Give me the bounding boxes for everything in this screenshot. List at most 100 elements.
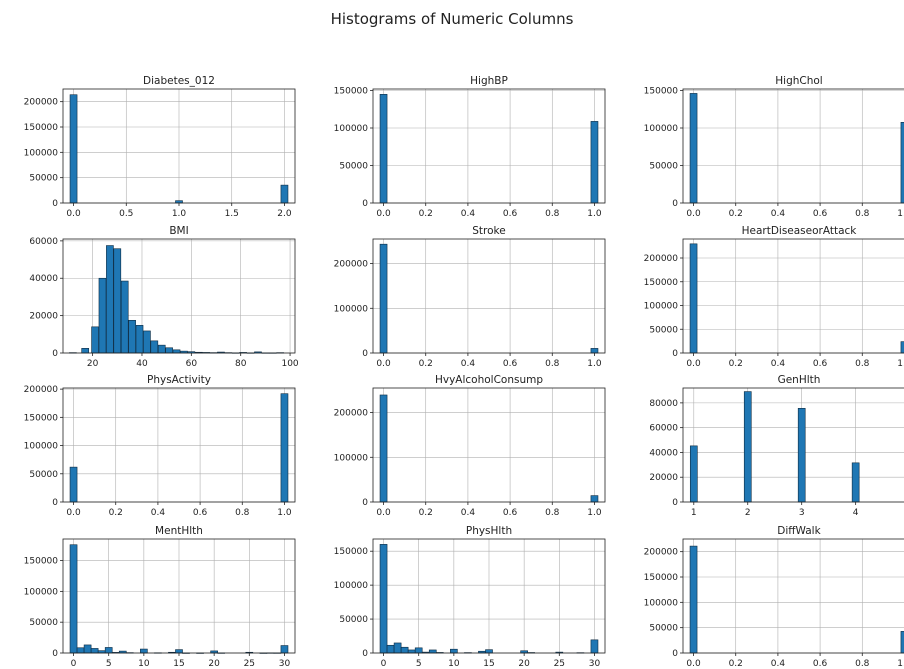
x-tick-label: 5 — [106, 659, 112, 669]
histogram-bar — [143, 330, 151, 354]
x-tick-label: 0.4 — [771, 659, 786, 669]
histogram-bar — [743, 391, 752, 503]
x-tick-label: 1.0 — [587, 209, 602, 219]
histogram-bar — [280, 645, 289, 654]
axes-frame — [682, 387, 904, 503]
histogram-bar — [379, 94, 388, 204]
y-tick-label: 50000 — [649, 162, 678, 172]
subplot-title: MentHlth — [155, 525, 203, 537]
x-tick-label: 0 — [381, 659, 387, 669]
x-tick-label: 0.6 — [813, 359, 828, 369]
x-tick-label: 2.0 — [277, 209, 292, 219]
x-tick-label: 10 — [448, 659, 460, 669]
histogram-bar — [104, 647, 113, 654]
y-tick-label: 200000 — [334, 260, 369, 270]
histogram-bar — [900, 122, 904, 204]
x-tick-label: 0.8 — [855, 659, 870, 669]
histogram-bar — [76, 647, 85, 654]
x-tick-label: 0.8 — [545, 508, 560, 518]
histogram-bar — [900, 631, 904, 654]
y-tick-label: 100000 — [334, 581, 369, 591]
x-tick-label: 0 — [71, 659, 77, 669]
histogram-bar — [157, 344, 166, 354]
y-tick-label: 50000 — [29, 174, 58, 184]
histogram-bar — [851, 462, 860, 503]
y-tick-label: 50000 — [29, 618, 58, 628]
y-tick-label: 150000 — [644, 278, 679, 288]
subplot-diffwalk: 0.0 0.2 0.4 0.6 0.8 1.0 0 50000 100000 150000 2000… — [644, 525, 904, 669]
x-tick-label: 0.6 — [813, 209, 828, 219]
x-tick-label: 0.8 — [545, 209, 560, 219]
subplot-title: DiffWalk — [777, 525, 821, 537]
subplot-menthlth: 0 5 10 15 20 25 30 0 50000 100000 150000 MentHlth — [24, 525, 296, 669]
x-tick-label: 60 — [186, 359, 198, 369]
y-tick-label: 0 — [672, 649, 678, 659]
y-tick-label: 100000 — [334, 124, 369, 134]
y-tick-label: 0 — [52, 649, 58, 659]
y-tick-label: 0 — [362, 498, 368, 508]
y-tick-label: 150000 — [644, 87, 679, 97]
y-tick-label: 0 — [52, 498, 58, 508]
histogram-bar — [140, 648, 148, 654]
y-tick-label: 150000 — [24, 413, 59, 423]
x-tick-label: 0.2 — [109, 508, 123, 518]
histogram-bar — [689, 545, 698, 654]
axes-frame — [372, 88, 606, 204]
subplot-stroke: 0.0 0.2 0.4 0.6 0.8 1.0 0 100000 200000 Stroke — [334, 225, 606, 369]
y-tick-label: 150000 — [334, 547, 369, 557]
y-tick-label: 150000 — [24, 557, 59, 567]
x-tick-label: 40 — [136, 359, 148, 369]
x-tick-label: 100 — [281, 359, 298, 369]
subplot-highchol: 0.0 0.2 0.4 0.6 0.8 1.0 0 50000 100000 150000 High… — [644, 75, 904, 219]
y-tick-label: 40000 — [29, 274, 58, 284]
y-tick-label: 0 — [52, 199, 58, 209]
histogram-bar — [689, 445, 698, 503]
x-tick-label: 20 — [518, 659, 530, 669]
y-tick-label: 0 — [52, 349, 58, 359]
histogram-bar — [590, 495, 599, 503]
x-tick-label: 0.2 — [729, 659, 743, 669]
y-tick-label: 50000 — [29, 470, 58, 480]
x-tick-label: 0.2 — [419, 359, 433, 369]
axes-frame — [372, 238, 606, 354]
histogram-bar — [91, 326, 99, 354]
x-tick-label: 30 — [279, 659, 291, 669]
x-tick-label: 0.6 — [813, 659, 828, 669]
y-tick-label: 0 — [672, 199, 678, 209]
subplot-heartdiseaseorattack: 0.0 0.2 0.4 0.6 0.8 1.0 0 50000 100000 150000 2000… — [644, 225, 904, 369]
x-tick-label: 1.5 — [225, 209, 239, 219]
y-tick-label: 20000 — [29, 312, 58, 322]
y-tick-label: 50000 — [649, 624, 678, 634]
x-tick-label: 0.8 — [855, 209, 870, 219]
x-tick-label: 1.0 — [897, 209, 904, 219]
axes-frame — [682, 88, 904, 204]
subplot-title: BMI — [169, 225, 188, 237]
subplot-title: PhysHlth — [466, 525, 512, 537]
x-tick-label: 0.6 — [503, 359, 518, 369]
x-tick-label: 30 — [589, 659, 601, 669]
x-tick-label: 0.6 — [503, 209, 518, 219]
x-tick-label: 0.0 — [376, 508, 391, 518]
histogram-bar — [90, 648, 99, 654]
histogram-bar — [113, 248, 122, 354]
histogram-bar — [69, 466, 78, 503]
x-tick-label: 0.4 — [771, 209, 786, 219]
histogram-bar — [69, 544, 78, 654]
histogram-bar — [414, 647, 423, 654]
subplot-bmi: 20 40 60 80 100 0 20000 40000 60000 BMI — [29, 225, 299, 369]
subplot-physactivity: 0.0 0.2 0.4 0.6 0.8 1.0 0 50000 100000 150000 2000… — [24, 374, 296, 518]
histogram-bar — [150, 340, 159, 354]
subplot-title: Stroke — [472, 225, 505, 237]
histogram-bar — [69, 94, 78, 204]
histogram-bar — [393, 642, 402, 654]
histogram-bar — [379, 243, 388, 354]
x-tick-label: 0.0 — [66, 209, 81, 219]
x-tick-label: 0.2 — [419, 508, 433, 518]
subplot-title: HighBP — [470, 75, 508, 87]
x-tick-label: 1 — [691, 508, 697, 518]
x-tick-label: 1.0 — [587, 508, 602, 518]
axes-frame — [62, 238, 296, 354]
histogram-bar — [165, 347, 173, 354]
subplot-genhlth: 12345020000400006000080000GenHlth — [649, 374, 904, 518]
x-tick-label: 25 — [244, 659, 255, 669]
